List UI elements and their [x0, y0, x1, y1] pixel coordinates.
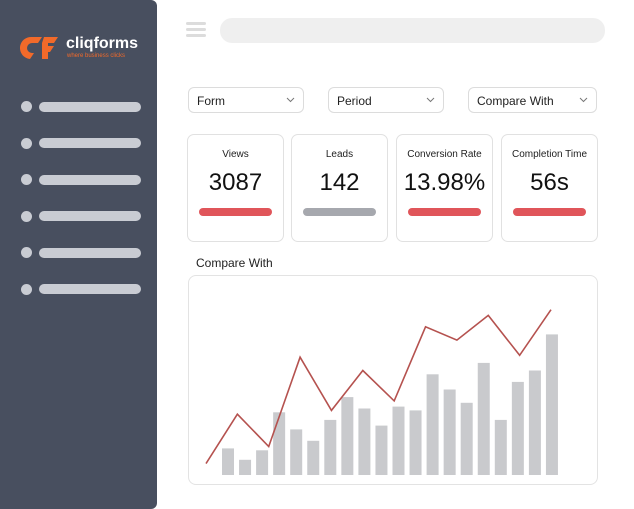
menu-item[interactable] [39, 101, 141, 112]
search-bar[interactable] [220, 18, 605, 43]
brand-tagline: where business clicks [67, 53, 126, 59]
chart-panel [188, 275, 598, 485]
metric-card: Completion Time 56s [501, 134, 598, 242]
bar [409, 410, 422, 475]
bar [307, 440, 320, 475]
metric-label: Leads [325, 149, 354, 160]
bar [511, 381, 524, 475]
bar [324, 419, 337, 475]
chevron [426, 97, 435, 103]
filter-label: Period [337, 94, 372, 108]
sidebar: cliqforms where business clicks [0, 0, 157, 509]
filter-dropdown[interactable]: Form [188, 87, 304, 113]
metric-card: Conversion Rate 13.98% [396, 134, 493, 242]
bar [239, 459, 252, 475]
menu-item[interactable] [39, 138, 141, 148]
menu-icon[interactable] [186, 22, 206, 38]
bar [341, 397, 354, 475]
bar [392, 406, 405, 475]
metric-bar [408, 208, 481, 216]
menu-item[interactable] [39, 247, 141, 258]
metric-value: 3087 [208, 169, 263, 196]
menu-dot[interactable] [21, 137, 32, 149]
metric-label: Completion Time [511, 149, 588, 160]
bar [460, 402, 473, 475]
chart-title: Compare With [196, 256, 273, 270]
bar [290, 429, 303, 475]
menu-dot[interactable] [21, 101, 32, 112]
bar [443, 389, 456, 475]
bar [477, 362, 490, 475]
chevron [286, 97, 295, 103]
metric-label: Conversion Rate [407, 149, 482, 160]
filter-label: Compare With [477, 94, 554, 108]
chevron [579, 97, 588, 103]
menu-dot[interactable] [21, 283, 32, 295]
bar [256, 450, 269, 475]
bar [426, 374, 439, 475]
menu-item[interactable] [39, 284, 141, 294]
metric-card: Views 3087 [187, 134, 284, 242]
bar [528, 370, 541, 475]
filter-dropdown[interactable]: Period [328, 87, 444, 113]
menu-dot[interactable] [21, 174, 32, 185]
metric-bar [303, 208, 376, 216]
metric-card: Leads 142 [291, 134, 388, 242]
metric-value: 56s [530, 169, 569, 196]
metric-bar [513, 208, 586, 216]
menu-dot[interactable] [21, 247, 32, 258]
bar [358, 408, 371, 475]
bar [273, 412, 286, 475]
filter-dropdown[interactable]: Compare With [468, 87, 597, 113]
metric-value: 13.98% [403, 169, 486, 196]
metric-bar [199, 208, 272, 216]
metric-label: Views [222, 149, 249, 160]
bar [222, 448, 234, 475]
filter-label: Form [197, 94, 225, 108]
metric-value: 142 [319, 169, 360, 196]
menu-item[interactable] [39, 174, 141, 185]
brand-name: cliqforms [66, 35, 139, 52]
logo-icon [19, 36, 58, 59]
bar [494, 419, 507, 475]
bar [545, 334, 558, 475]
menu-dot[interactable] [21, 210, 32, 222]
line [205, 309, 552, 465]
menu-item[interactable] [39, 211, 141, 221]
bar [375, 425, 388, 475]
